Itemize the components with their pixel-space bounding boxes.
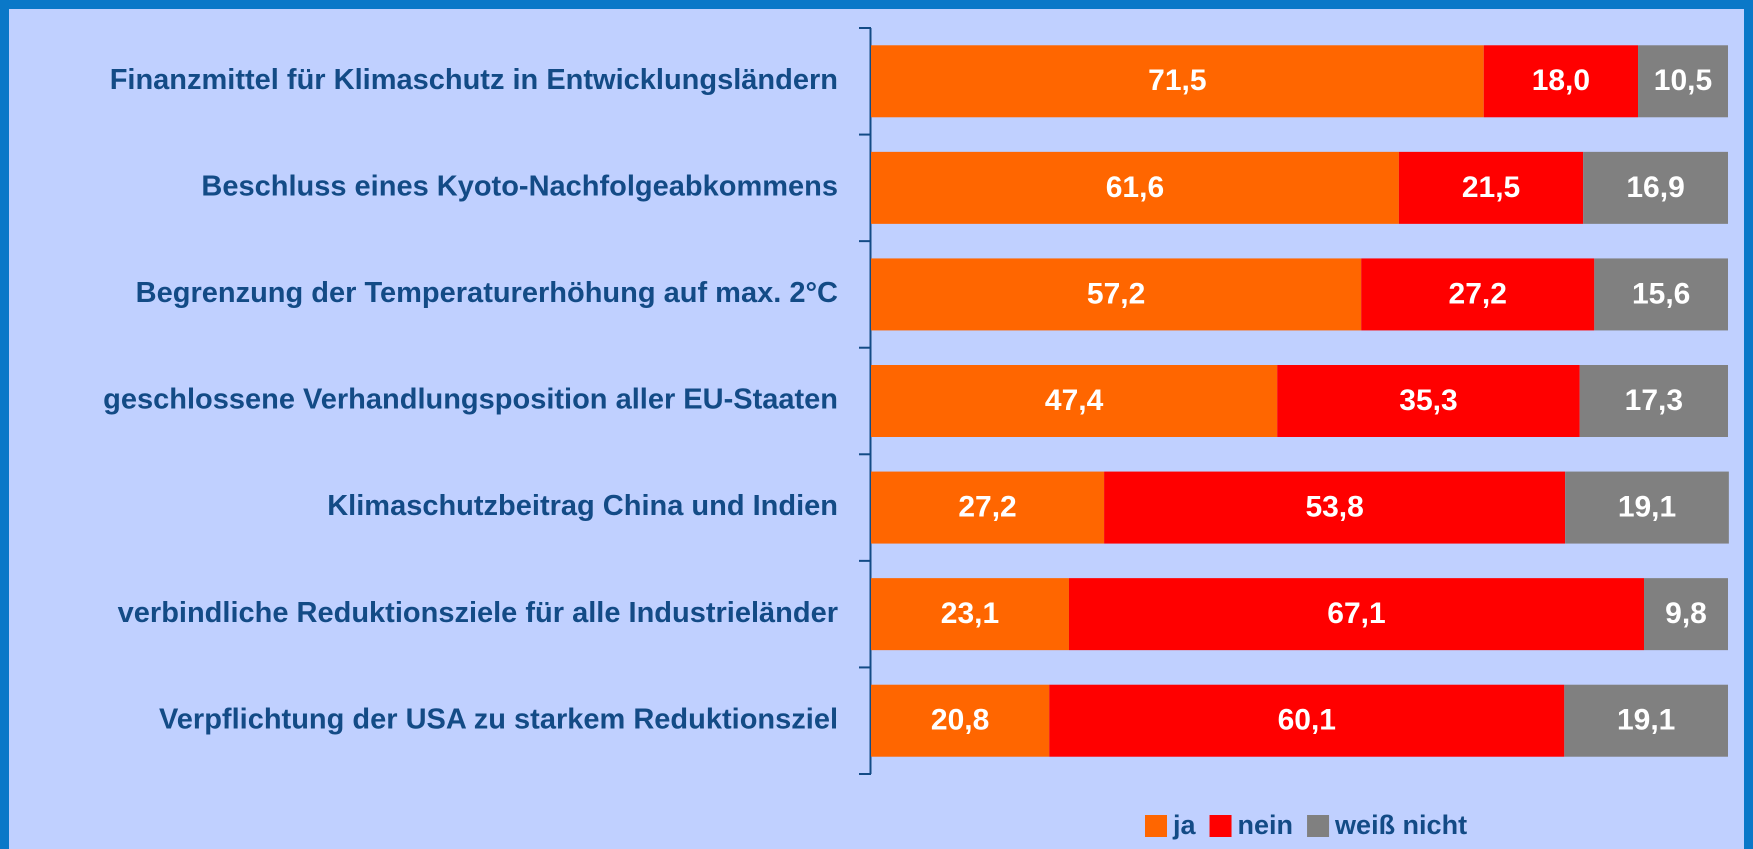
value-label: 18,0 <box>1532 64 1590 97</box>
category-label: Klimaschutzbeitrag China und Indien <box>327 490 838 522</box>
value-label: 21,5 <box>1462 171 1520 204</box>
bar-segment <box>871 684 1050 757</box>
bar-segment <box>871 258 1362 331</box>
bar-segment <box>1565 471 1729 544</box>
category-label: verbindliche Reduktionsziele für alle In… <box>118 597 838 629</box>
value-label: 19,1 <box>1618 490 1676 523</box>
category-label: Begrenzung der Temperaturerhöhung auf ma… <box>136 277 838 309</box>
bar-segment <box>1104 471 1566 544</box>
legend-swatch <box>1307 815 1330 837</box>
value-label: 23,1 <box>941 597 999 630</box>
bar-segment <box>1049 684 1565 757</box>
value-label: 61,6 <box>1106 171 1164 204</box>
value-label: 60,1 <box>1278 704 1336 737</box>
value-label: 27,2 <box>1449 277 1507 310</box>
bar-segment <box>1644 578 1728 651</box>
value-label: 20,8 <box>931 704 989 737</box>
category-label: Finanzmittel für Klimaschutz in Entwickl… <box>110 64 838 96</box>
bar-segment <box>871 365 1278 437</box>
bar-segment <box>1398 151 1584 224</box>
bar-segment <box>1361 258 1595 331</box>
bar-segment <box>871 578 1069 651</box>
bar-segment <box>1277 365 1580 437</box>
legend-swatch <box>1145 815 1167 837</box>
value-label: 9,8 <box>1665 597 1707 630</box>
category-label: geschlossene Verhandlungsposition aller … <box>103 384 838 416</box>
value-label: 15,6 <box>1632 277 1690 310</box>
value-label: 17,3 <box>1625 384 1683 417</box>
value-label: 47,4 <box>1045 384 1104 417</box>
value-label: 19,1 <box>1617 704 1675 737</box>
bar-segment <box>871 45 1484 118</box>
value-label: 71,5 <box>1148 64 1206 97</box>
legend-label: nein <box>1238 810 1294 840</box>
bar-segment <box>871 151 1399 224</box>
value-label: 27,2 <box>958 490 1016 523</box>
value-label: 53,8 <box>1305 490 1363 523</box>
value-label: 57,2 <box>1087 277 1145 310</box>
value-label: 10,5 <box>1654 64 1712 97</box>
bar-segment <box>1068 578 1645 651</box>
category-label: Verpflichtung der USA zu starkem Redukti… <box>159 703 838 735</box>
bar-segment <box>1579 365 1728 437</box>
bar-segment <box>1583 151 1728 224</box>
value-label: 67,1 <box>1327 597 1385 630</box>
value-label: 35,3 <box>1399 384 1457 417</box>
bar-segment <box>871 471 1105 544</box>
bar-segment <box>1638 45 1728 118</box>
legend-label: ja <box>1172 810 1197 840</box>
value-label: 16,9 <box>1626 171 1684 204</box>
legend-label: weiß nicht <box>1334 810 1467 840</box>
bar-segment <box>1483 45 1639 118</box>
category-label: Beschluss eines Kyoto-Nachfolgeabkommens <box>201 171 838 203</box>
bar-segment <box>1564 684 1728 757</box>
legend-swatch <box>1209 815 1232 837</box>
bar-segment <box>1594 258 1728 331</box>
